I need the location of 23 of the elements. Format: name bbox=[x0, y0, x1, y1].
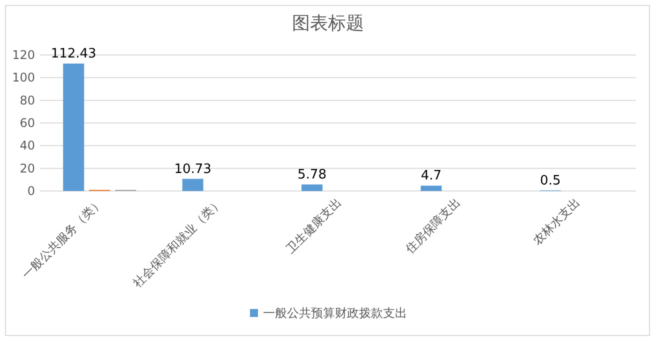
chart-title: 图表标题 bbox=[292, 13, 364, 34]
x-tick-label: 一般公共服务（类） bbox=[19, 195, 106, 282]
bar bbox=[182, 178, 204, 191]
x-tick-label: 住房保障支出 bbox=[402, 195, 464, 257]
data-label: 5.78 bbox=[298, 167, 326, 182]
y-tick-label: 120 bbox=[12, 48, 35, 62]
y-tick-label: 20 bbox=[20, 161, 35, 176]
y-tick-label: 100 bbox=[12, 70, 35, 85]
data-label: 4.7 bbox=[420, 168, 442, 184]
y-tick-label: 0 bbox=[27, 184, 35, 198]
y-tick-label: 60 bbox=[20, 116, 35, 130]
bar bbox=[420, 186, 442, 191]
data-label: 10.73 bbox=[174, 162, 212, 177]
y-tick-label: 80 bbox=[20, 93, 35, 108]
legend-label: 一般公共预算财政拨款支出 bbox=[263, 306, 407, 320]
x-tick-label: 农林水支出 bbox=[530, 195, 583, 248]
data-label: 112.43 bbox=[50, 46, 96, 62]
x-tick-label: 卫生健康支出 bbox=[283, 195, 344, 256]
bar bbox=[302, 184, 322, 191]
y-tick-label: 40 bbox=[20, 138, 35, 153]
bar bbox=[63, 64, 84, 191]
data-label: 0.5 bbox=[540, 173, 561, 188]
x-tick-label: 社会保障和就业（类） bbox=[130, 195, 225, 290]
